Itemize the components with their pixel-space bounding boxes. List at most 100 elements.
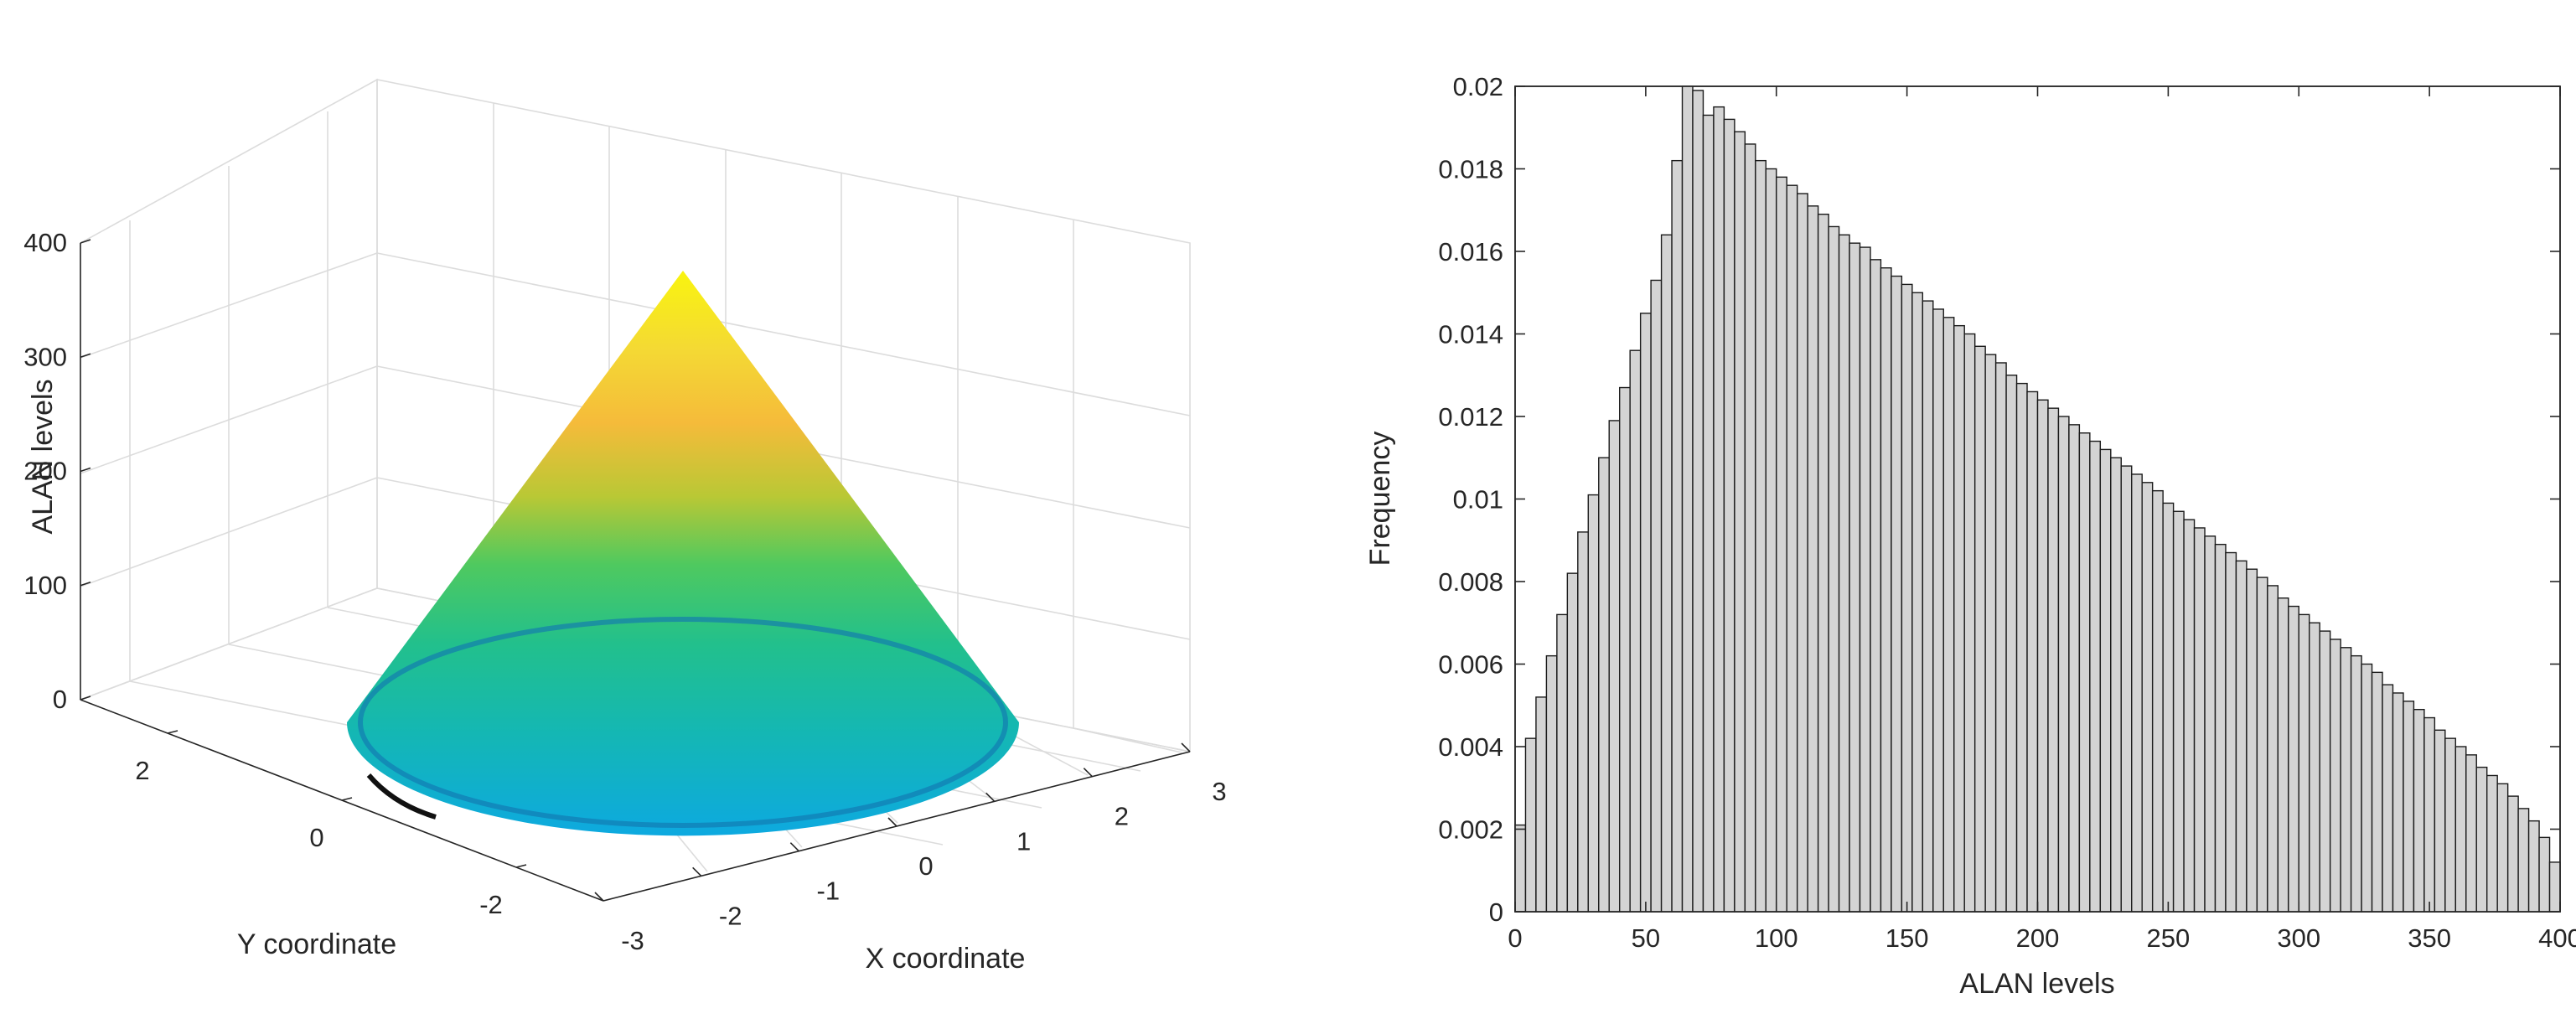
histogram-bar [2131, 473, 2143, 913]
histogram-bar [2120, 465, 2133, 913]
x-tick-label: -1 [817, 877, 841, 906]
histogram-bar [2506, 795, 2519, 913]
histogram-bar [2026, 390, 2039, 913]
histogram-bar [1828, 225, 1840, 913]
histogram-bar [1994, 362, 2007, 913]
histogram-bar [2162, 502, 2175, 913]
histogram-bar [2371, 671, 2383, 913]
x-tick-mark [594, 892, 604, 902]
y-tick-mark [341, 797, 353, 801]
z-tick-mark [80, 353, 91, 359]
histogram-bar [2057, 416, 2070, 913]
histogram-bar [1524, 737, 1537, 913]
x-tick-label: -3 [621, 926, 644, 955]
histogram-bar [1755, 159, 1766, 913]
x-tick-label: 3 [1212, 777, 1226, 806]
histogram-x-tick-label: 250 [2147, 923, 2191, 953]
histogram-bar [1650, 279, 1663, 913]
histogram-bar [2340, 647, 2352, 913]
histogram-bar [2256, 577, 2268, 913]
y-axis-label: Y coordinate [237, 928, 396, 960]
cone-base-shadow [366, 773, 437, 820]
x-tick-mark [1083, 768, 1093, 778]
histogram-y-tick-label: 0.012 [1438, 402, 1503, 432]
z-tick-label: 100 [23, 571, 67, 600]
histogram-bar [1734, 131, 1746, 913]
histogram-bar [1723, 118, 1735, 913]
z-tick-label: 300 [23, 342, 67, 371]
z-tick-mark [80, 696, 91, 701]
histogram-bar [2288, 605, 2299, 913]
histogram-bar [2235, 560, 2248, 913]
histogram-bar [2204, 535, 2216, 913]
histogram-bar [1859, 246, 1871, 913]
histogram-bar [1639, 313, 1652, 913]
histogram-bar [1849, 242, 1861, 913]
histogram-y-tick-label: 0.016 [1438, 237, 1503, 266]
histogram-bar [2496, 783, 2509, 913]
histogram-bar [2538, 836, 2551, 913]
histogram-bar [2517, 808, 2530, 913]
x-tick-label: 2 [1115, 802, 1129, 831]
histogram-bar [2036, 399, 2049, 913]
histogram-bar [2047, 407, 2060, 913]
histogram-bar [2413, 708, 2425, 913]
histogram-bar [1838, 234, 1850, 913]
x-tick-mark [789, 842, 799, 852]
histogram-bar [2475, 766, 2488, 913]
histogram-y-tick-label: 0.006 [1438, 650, 1503, 680]
histogram-bar [1807, 205, 1819, 913]
histogram-bar [1692, 90, 1704, 913]
histogram-bar [2172, 510, 2185, 913]
histogram-bar [1911, 292, 1924, 913]
histogram-bar [1608, 420, 1621, 913]
histogram-bar [1629, 349, 1642, 913]
histogram-bar [1587, 494, 1600, 913]
histogram-bar [1713, 106, 1725, 913]
histogram-bar [2068, 424, 2081, 913]
histogram-bar [1973, 345, 1986, 913]
histogram-bar [1942, 317, 1955, 913]
histogram-y-tick-label: 0.018 [1438, 155, 1503, 184]
histogram-bar [1796, 193, 1808, 913]
histogram-y-tick-label: 0.008 [1438, 567, 1503, 597]
histogram-bar [1932, 308, 1944, 913]
histogram-y-tick-label: 0.004 [1438, 732, 1503, 762]
x-tick-label: 1 [1016, 826, 1031, 856]
z-tick-label: 400 [23, 228, 67, 257]
histogram-bar [2454, 746, 2467, 913]
histogram-bar [1681, 85, 1694, 913]
y-tick-mark [515, 864, 527, 868]
histogram-x-tick-label: 150 [1885, 923, 1929, 953]
histogram-bar [2403, 701, 2415, 913]
histogram-bar [1744, 143, 1756, 913]
histogram-bar [1963, 333, 1976, 913]
z-axis-label: ALAN levels [27, 379, 59, 534]
histogram-bar [1514, 824, 1527, 913]
histogram-bar [2277, 597, 2289, 913]
histogram-bar [1786, 184, 1798, 913]
histogram-y-tick-label: 0.002 [1438, 815, 1503, 845]
z-tick-label: 200 [23, 457, 67, 486]
histogram-bar [1545, 654, 1558, 913]
histogram-bar [2141, 482, 2154, 913]
histogram-x-tick-label: 300 [2277, 923, 2320, 953]
histogram-bar [1922, 300, 1934, 913]
histogram-y-tick-label: 0.01 [1453, 485, 1503, 515]
y-tick-label: 2 [135, 756, 149, 785]
histogram-y-tick-label: 0 [1489, 897, 1503, 927]
histogram-bar [2214, 543, 2227, 913]
z-tick-mark [80, 467, 91, 473]
histogram-plot: 0 50 100 150 200 250 300 350 400 0 0.002 0.004 0.006… [1364, 72, 2576, 1000]
histogram-x-tick-label: 100 [1755, 923, 1798, 953]
cone-surface [347, 271, 1019, 836]
y-tick-mark [167, 730, 178, 734]
3d-tick-labels: 0 100 200 300 400 -2 0 2 -3 -2 -1 0 1 2 3 [23, 228, 1226, 955]
histogram-bar [1660, 234, 1673, 913]
x-tick-mark [887, 817, 897, 827]
histogram-bar [2099, 448, 2112, 913]
histogram-y-axis-label: Frequency [1364, 432, 1396, 566]
histogram-bar [1765, 168, 1777, 913]
histogram-bar [2183, 519, 2196, 913]
histogram-x-tick-label: 50 [1632, 923, 1660, 953]
